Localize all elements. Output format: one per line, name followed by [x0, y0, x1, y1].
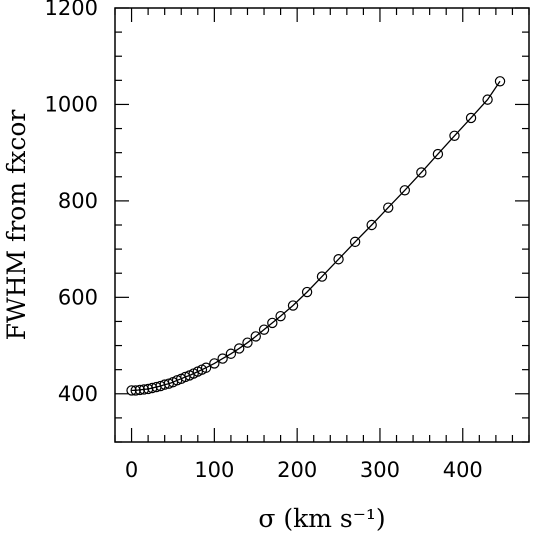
x-tick-labels: 0 100 200 300 400: [125, 458, 483, 482]
data-point: [142, 383, 154, 395]
data-point: [301, 286, 313, 298]
x-tick-label: 400: [443, 458, 483, 482]
y-axis-title: FWHM from fxcor: [2, 110, 31, 341]
y-tick-label: 400: [58, 382, 98, 406]
data-point: [209, 358, 220, 369]
data-point: [287, 300, 299, 311]
data-point: [383, 202, 394, 213]
data-point: [333, 254, 344, 265]
x-axis-title: σ (km s⁻¹): [258, 504, 385, 533]
data-point: [349, 236, 361, 248]
data-point: [366, 219, 377, 231]
data-point: [242, 337, 253, 348]
series-line: [131, 80, 501, 392]
data-markers: [126, 76, 506, 396]
y-tick-label: 600: [58, 285, 98, 309]
data-point: [147, 382, 158, 394]
data-point: [432, 148, 444, 160]
data-point: [126, 385, 137, 396]
data-point: [482, 94, 493, 105]
y-tick-label: 1200: [45, 0, 98, 20]
x-tick-label: 300: [360, 458, 400, 482]
y-tick-label: 1000: [45, 92, 98, 116]
data-point: [225, 348, 237, 359]
data-point: [267, 317, 278, 329]
data-point: [449, 130, 460, 141]
axis-ticks: [114, 7, 530, 443]
data-point: [200, 362, 212, 373]
y-tick-label: 800: [58, 189, 98, 213]
data-point: [138, 384, 150, 395]
data-point: [250, 331, 261, 342]
data-point: [399, 185, 410, 196]
data-point: [130, 385, 141, 396]
data-point: [416, 167, 427, 178]
y-tick-labels: 400 600 800 1000 1200: [45, 0, 98, 406]
x-tick-label: 200: [277, 458, 317, 482]
x-tick-label: 0: [125, 458, 138, 482]
data-point: [465, 112, 477, 124]
data-point: [233, 343, 245, 354]
data-point: [258, 324, 270, 335]
data-point: [217, 353, 228, 364]
data-point: [275, 310, 286, 322]
x-tick-label: 100: [194, 458, 234, 482]
data-point: [494, 76, 506, 87]
data-point: [134, 384, 146, 396]
data-point: [316, 271, 328, 282]
